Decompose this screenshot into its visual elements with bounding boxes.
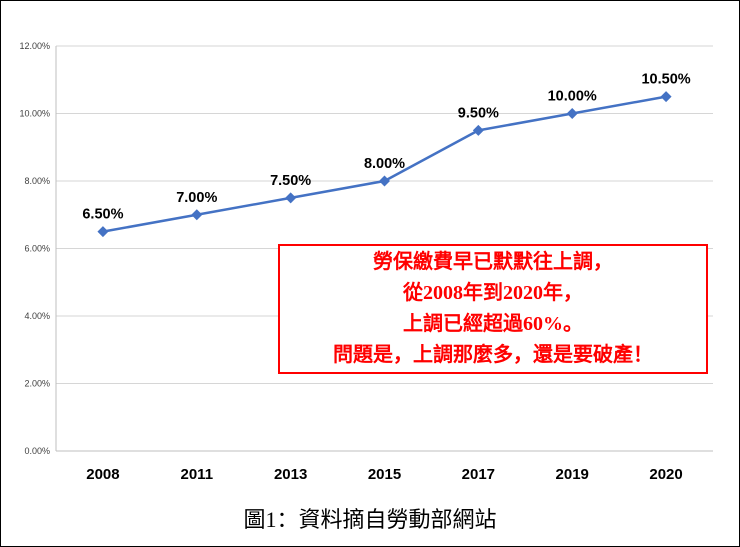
svg-text:2015: 2015 [368,466,401,483]
svg-text:10.00%: 10.00% [548,89,597,105]
line-chart-canvas: 0.00% 2.00% 4.00% 6.00% 8.00% 10.00% 12.00% 6.5… [19,41,713,483]
svg-text:2019: 2019 [556,466,589,483]
svg-text:4.00%: 4.00% [24,311,50,321]
svg-text:2.00%: 2.00% [24,379,50,389]
svg-text:12.00%: 12.00% [19,41,50,51]
svg-text:2020: 2020 [649,466,682,483]
svg-text:10.50%: 10.50% [641,72,690,88]
svg-text:8.00%: 8.00% [364,156,405,172]
annotation-line: 從2008年到2020年， [403,282,583,304]
annotation-box: 勞保繳費早已默默往上調， 從2008年到2020年， 上調已經超過60%。 問題… [278,244,708,374]
svg-text:10.00%: 10.00% [19,109,50,119]
svg-text:7.00%: 7.00% [176,190,217,206]
svg-text:9.50%: 9.50% [458,105,499,121]
svg-text:2011: 2011 [181,466,214,483]
svg-text:2017: 2017 [462,466,495,483]
svg-text:6.00%: 6.00% [24,244,50,254]
svg-text:6.50%: 6.50% [82,207,123,223]
annotation-line: 勞保繳費早已默默往上調， [373,251,613,273]
svg-text:2008: 2008 [86,466,119,483]
svg-text:8.00%: 8.00% [24,176,50,186]
svg-text:0.00%: 0.00% [24,446,50,456]
chart-caption: 圖1：資料摘自勞動部網站 [243,507,497,532]
svg-text:7.50%: 7.50% [270,173,311,189]
annotation-line: 問題是，上調那麼多，還是要破產！ [333,344,653,366]
annotation-line: 上調已經超過60%。 [403,313,583,335]
svg-text:2013: 2013 [274,466,307,483]
